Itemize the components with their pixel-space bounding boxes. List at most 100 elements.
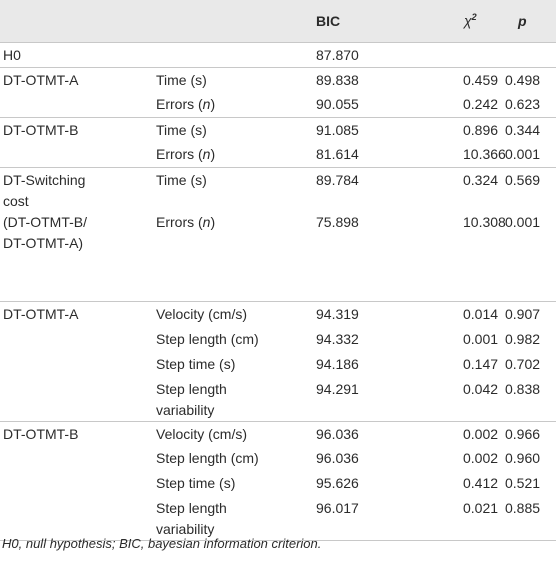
row-measure: Velocity (cm/s)	[152, 301, 310, 327]
cell-chi-square: 0.002	[463, 450, 499, 466]
switching-label-line: DT-Switching	[3, 171, 86, 188]
cell-chi-square: 0.042	[463, 380, 499, 397]
header-chi-symbol: χ	[464, 13, 472, 30]
table-row: Step length (cm) 94.332 0.001 0.982	[0, 327, 556, 352]
cell-chi-square: 0.412	[463, 475, 499, 491]
row-group-label	[0, 496, 152, 541]
table-row: Step time (s) 94.186 0.147 0.702	[0, 352, 556, 377]
cell-chi-square: 0.324	[402, 166, 498, 211]
cell-chi-square: 0.459	[402, 66, 498, 92]
results-table: BIC χ2 p H0 87.870 DT-OTMT-A Time (s) 89.838…	[0, 0, 556, 541]
measure-errors-n: n	[202, 214, 211, 231]
row-group-label	[0, 327, 152, 352]
cell-chi-square: 0.021	[402, 496, 498, 541]
switching-label-line: DT-OTMT-A)	[3, 234, 84, 251]
measure-errors-n: n	[202, 96, 211, 112]
row-measure	[152, 41, 310, 67]
cell-bic: 91.085	[310, 116, 402, 142]
cell-bic: 87.870	[310, 41, 402, 67]
spacer-row	[0, 254, 556, 302]
cell-p-value: 0.966	[498, 420, 556, 446]
table-row: Errors (n) 75.898 10.308 0.001	[0, 210, 556, 253]
measure-errors-n: n	[202, 146, 211, 162]
cell-bic: 90.055	[316, 96, 359, 112]
cell-chi-square	[402, 41, 498, 67]
cell-chi-square: 10.366	[463, 146, 506, 162]
cell-p-value	[498, 41, 556, 67]
table-row: Step time (s) 95.626 0.412 0.521	[0, 471, 556, 496]
row-measure: Step length variability	[152, 496, 310, 541]
measure-line: variability	[156, 401, 215, 418]
table-row: Errors (n) 90.055 0.242 0.623	[0, 92, 556, 117]
header-chi-square: χ2	[402, 0, 498, 42]
row-group-label	[0, 377, 152, 422]
table-row: DT-OTMT-B Time (s) 91.085 0.896 0.344	[0, 116, 556, 142]
cell-bic: 94.186	[316, 355, 359, 372]
row-measure: Step length variability	[152, 377, 310, 422]
row-group-label	[0, 92, 152, 117]
cell-p-value: 0.498	[498, 66, 556, 92]
row-measure: Step time (s)	[156, 355, 236, 372]
cell-chi-square: 0.002	[402, 420, 498, 446]
row-measure: Errors (n)	[152, 92, 310, 117]
measure-line: variability	[156, 521, 215, 537]
row-measure: Step length (cm)	[156, 450, 259, 466]
row-group-label: DT-OTMT-B	[0, 420, 152, 446]
table-row: Step length variability 94.291 0.042 0.838	[0, 377, 556, 422]
row-measure: Time (s)	[152, 116, 310, 142]
cell-p-value: 0.702	[505, 355, 541, 372]
cell-chi-square: 10.308	[463, 214, 506, 231]
row-group-label	[0, 471, 152, 496]
table-row: DT-Switching cost (DT-OTMT-B/DT-OTMT-A) Tim…	[0, 166, 556, 254]
table-row: Step length variability 96.017 0.021 0.885	[0, 496, 556, 541]
table-row: DT-OTMT-A Velocity (cm/s) 94.319 0.014 0.907	[0, 301, 556, 327]
row-group-label: H0	[0, 41, 152, 67]
switching-label-line: cost	[3, 192, 29, 209]
row-group-label: DT-OTMT-A	[0, 66, 152, 92]
header-chi-superscript: 2	[471, 12, 477, 23]
table-row: DT-OTMT-B Velocity (cm/s) 96.036 0.002 0.966	[0, 420, 556, 446]
cell-p-value: 0.960	[505, 450, 541, 466]
cell-bic: 89.838	[310, 66, 402, 92]
cell-bic: 75.898	[316, 214, 359, 231]
row-group-label: DT-OTMT-B	[0, 116, 152, 142]
row-group-label: DT-OTMT-A	[0, 301, 152, 327]
row-measure: Time (s)	[152, 66, 310, 92]
row-measure: Errors (n)	[152, 142, 310, 167]
measure-line: Step length	[156, 500, 227, 516]
switching-label-line: (DT-OTMT-B/	[3, 213, 87, 230]
cell-p-value: 0.001	[505, 214, 541, 231]
row-measure: Errors (n)	[152, 210, 310, 253]
cell-chi-square: 0.001	[463, 330, 499, 347]
row-group-label: DT-Switching cost (DT-OTMT-B/DT-OTMT-A)	[0, 166, 152, 254]
cell-chi-square: 0.242	[463, 96, 499, 112]
table-row: Errors (n) 81.614 10.366 0.001	[0, 142, 556, 167]
row-measure: Step length (cm)	[156, 330, 259, 347]
cell-p-value: 0.982	[505, 330, 541, 347]
cell-bic: 94.291	[316, 380, 359, 397]
measure-errors-prefix: Errors (	[156, 214, 203, 231]
cell-p-value: 0.623	[505, 96, 541, 112]
cell-p-value: 0.521	[505, 475, 541, 491]
cell-p-value: 0.344	[498, 116, 556, 142]
measure-errors-prefix: Errors (	[156, 96, 203, 112]
table-body: H0 87.870 DT-OTMT-A Time (s) 89.838 0.459 0.49…	[0, 41, 556, 541]
cell-p-value: 0.569	[498, 166, 556, 211]
measure-errors-suffix: )	[210, 96, 216, 112]
cell-bic: 94.332	[316, 330, 359, 347]
row-measure: Velocity (cm/s)	[152, 420, 310, 446]
cell-p-value: 0.907	[498, 301, 556, 327]
measure-errors-suffix: )	[210, 146, 216, 162]
table-footnote: H0, null hypothesis; BIC, bayesian infor…	[2, 536, 322, 551]
measure-errors-suffix: )	[210, 214, 216, 231]
header-bic: BIC	[316, 12, 341, 29]
cell-bic: 96.017	[310, 496, 402, 541]
cell-p-value: 0.838	[505, 380, 541, 397]
cell-bic: 89.784	[310, 166, 402, 211]
table-row: H0 87.870	[0, 41, 556, 67]
cell-p-value: 0.885	[498, 496, 556, 541]
cell-bic: 95.626	[316, 475, 359, 491]
table-row: DT-OTMT-A Time (s) 89.838 0.459 0.498	[0, 66, 556, 92]
cell-chi-square: 0.147	[463, 355, 499, 372]
